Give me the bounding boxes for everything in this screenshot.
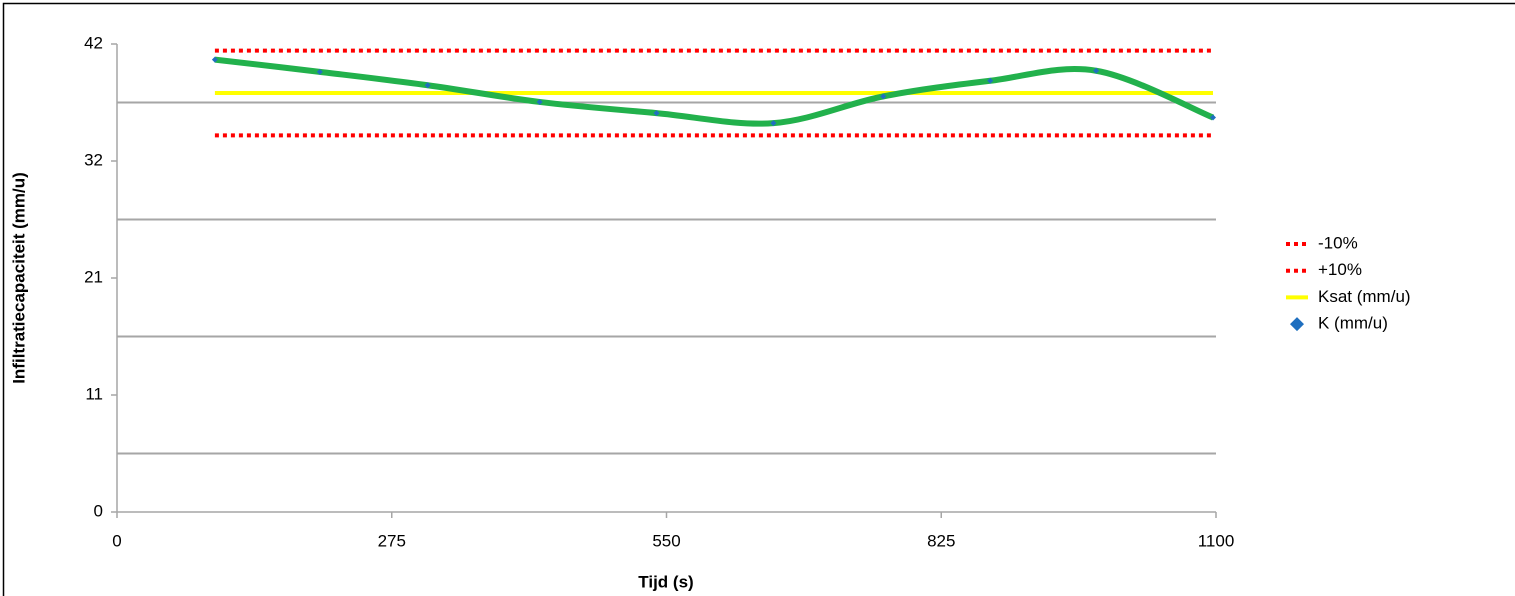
y-tick-label: 21	[84, 267, 103, 286]
y-tick-label: 32	[84, 150, 103, 169]
data-point	[987, 77, 994, 84]
data-point	[424, 82, 431, 89]
data-point	[316, 68, 323, 75]
data-point	[880, 93, 887, 100]
y-tick-label: 11	[85, 384, 103, 403]
data-point	[1210, 114, 1217, 121]
data-point	[1093, 67, 1100, 74]
y-tick-label: 0	[94, 501, 103, 520]
legend-label: -10%	[1318, 233, 1358, 252]
series-line	[214, 56, 1215, 127]
data-point	[770, 120, 777, 127]
y-tick-label: 42	[84, 33, 103, 52]
x-tick-label: 275	[378, 531, 406, 550]
x-tick-label: 825	[927, 531, 955, 550]
legend-label: +10%	[1318, 260, 1362, 279]
x-axis-title: Tijd (s)	[638, 572, 693, 591]
y-axis-title: Infiltratiecapaciteit (mm/u)	[9, 172, 28, 384]
data-point	[211, 56, 218, 63]
data-point	[653, 110, 660, 117]
x-tick-label: 0	[112, 531, 121, 550]
legend-label: Ksat (mm/u)	[1318, 287, 1411, 306]
x-tick-label: 550	[652, 531, 680, 550]
legend-marker	[1290, 317, 1304, 332]
x-tick-label: 1100	[1198, 531, 1235, 550]
legend-label: K (mm/u)	[1318, 314, 1388, 333]
data-point	[536, 98, 543, 105]
